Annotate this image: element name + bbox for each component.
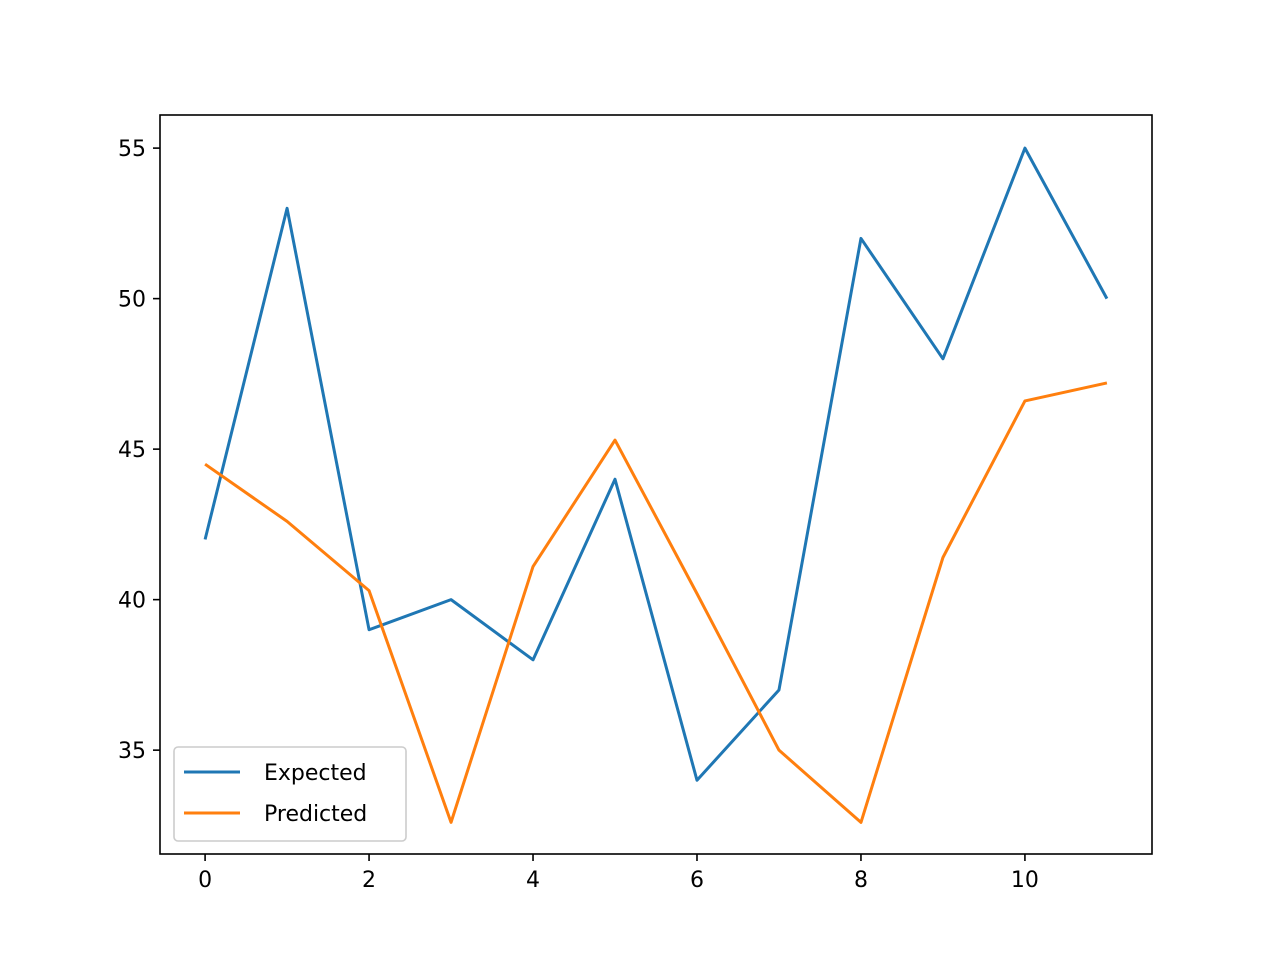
data-point-predicted-6 (695, 592, 698, 595)
x-tick-label-6: 6 (690, 868, 704, 893)
data-point-predicted-0 (204, 463, 207, 466)
y-axis: 35 40 45 50 55 (118, 137, 160, 764)
data-point-predicted-4 (532, 565, 535, 568)
data-point-expected-3 (450, 598, 453, 601)
data-point-predicted-3 (450, 821, 453, 824)
y-tick-label-45: 45 (118, 438, 146, 463)
legend-label-expected: Expected (264, 761, 367, 786)
data-point-predicted-11 (1105, 381, 1108, 384)
series-expected (203, 146, 1109, 782)
data-point-expected-5 (614, 478, 617, 481)
data-point-expected-4 (532, 658, 535, 661)
data-point-predicted-1 (286, 520, 289, 523)
data-point-predicted-8 (859, 821, 862, 824)
data-point-predicted-10 (1023, 399, 1026, 402)
data-point-predicted-9 (941, 556, 944, 559)
x-tick-label-4: 4 (526, 868, 540, 893)
data-point-predicted-7 (777, 749, 780, 752)
plot-area-background (160, 115, 1152, 854)
data-point-predicted-2 (368, 589, 371, 592)
data-point-expected-0 (204, 538, 207, 541)
legend-label-predicted: Predicted (264, 802, 367, 827)
data-point-expected-6 (695, 779, 698, 782)
x-tick-label-2: 2 (362, 868, 376, 893)
y-tick-label-35: 35 (118, 739, 146, 764)
x-tick-label-0: 0 (198, 868, 212, 893)
data-point-expected-8 (859, 237, 862, 240)
plot-area-frame (159, 114, 1153, 855)
data-point-expected-7 (777, 688, 780, 691)
y-tick-label-55: 55 (118, 137, 146, 162)
series-predicted (204, 381, 1108, 824)
series-line-predicted (204, 381, 1108, 824)
y-tick-label-50: 50 (118, 288, 146, 313)
x-tick-label-8: 8 (854, 868, 868, 893)
x-axis: 0 2 4 6 8 10 (198, 854, 1039, 893)
data-point-expected-11 (1105, 297, 1108, 300)
series-line-expected (203, 146, 1109, 782)
legend: Expected Predicted (173, 746, 407, 842)
data-point-predicted-5 (614, 439, 617, 442)
data-point-expected-10 (1023, 147, 1026, 150)
series-layer (203, 146, 1109, 824)
x-tick-label-10: 10 (1011, 868, 1039, 893)
data-point-expected-2 (368, 628, 371, 631)
data-point-expected-1 (286, 207, 289, 210)
y-tick-label-40: 40 (118, 589, 146, 614)
data-point-expected-9 (941, 357, 944, 360)
